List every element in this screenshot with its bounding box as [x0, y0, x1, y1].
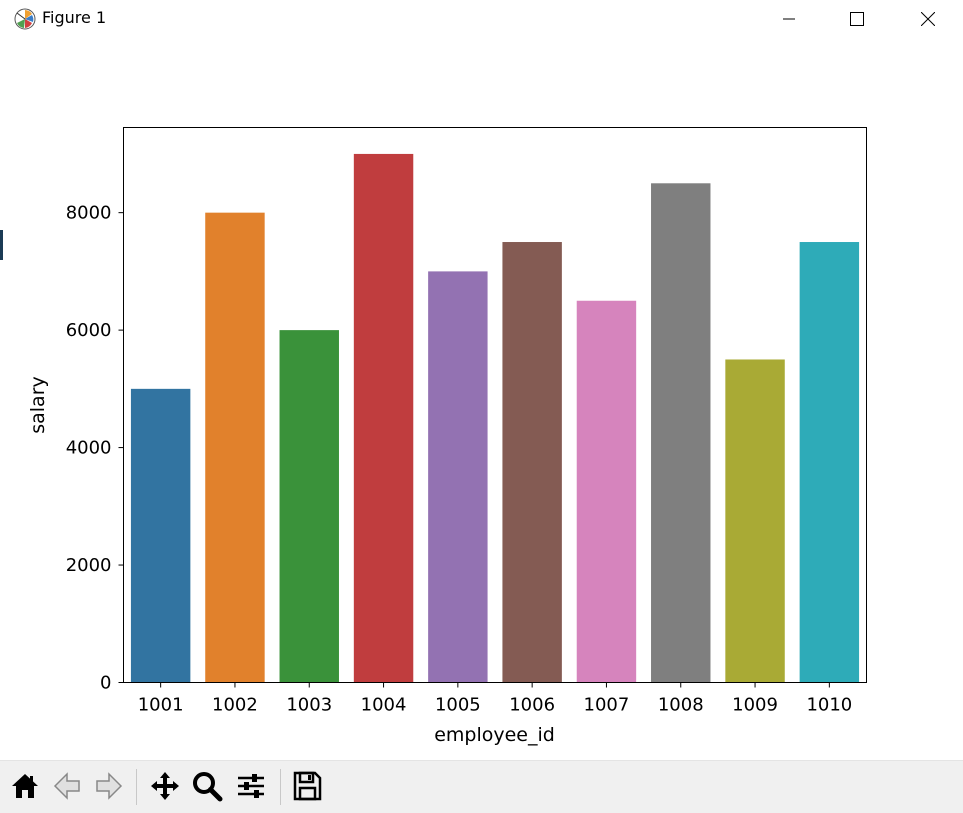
window-titlebar: Figure 1	[0, 0, 963, 38]
configure-subplots-icon	[238, 774, 264, 798]
navigation-toolbar	[0, 760, 963, 813]
save-button[interactable]	[288, 767, 326, 805]
toolbar-separator	[136, 769, 137, 805]
y-tick-label: 0	[100, 673, 111, 694]
bar-1002	[205, 212, 265, 683]
bars-group	[130, 153, 860, 683]
bar-1008	[651, 183, 711, 683]
x-tick-label: 1004	[361, 695, 407, 716]
maximize-icon	[850, 12, 864, 26]
x-tick-label: 1002	[212, 695, 258, 716]
back-arrow-icon	[53, 772, 80, 800]
bar-1006	[502, 242, 562, 683]
forward-button[interactable]	[90, 767, 128, 805]
bar-1007	[576, 300, 637, 683]
x-tick-label: 1003	[286, 695, 332, 716]
close-button[interactable]	[905, 0, 951, 38]
x-tick-label: 1006	[509, 695, 555, 716]
back-button[interactable]	[48, 767, 86, 805]
background-window-edge	[0, 230, 3, 260]
minimize-button[interactable]	[766, 0, 812, 38]
toolbar-separator	[280, 769, 281, 805]
minimize-icon	[783, 18, 795, 20]
pan-icon	[151, 772, 179, 800]
bar-1001	[130, 388, 191, 683]
zoom-button[interactable]	[188, 767, 226, 805]
x-tick-label: 1005	[435, 695, 481, 716]
home-icon	[12, 774, 38, 798]
y-tick-label: 6000	[66, 320, 112, 341]
y-ticks-group: 0 2000 4000 6000 8000	[66, 203, 124, 694]
x-axis-label: employee_id	[434, 724, 555, 746]
bar-1003	[279, 330, 339, 683]
x-tick-label: 1001	[138, 695, 184, 716]
x-ticks-group: 1001 1002 1003 1004 1005 1006 1007 1008 1009 1010	[138, 682, 852, 716]
configure-subplots-button[interactable]	[232, 767, 270, 805]
figure-canvas[interactable]: 0 2000 4000 6000 8000 1001 1002 1003 1004 1005 10…	[0, 38, 963, 760]
forward-arrow-icon	[96, 772, 123, 800]
bar-1004	[353, 153, 414, 683]
y-axis-label: salary	[27, 376, 49, 434]
y-tick-label: 4000	[66, 438, 112, 459]
matplotlib-logo-icon	[13, 7, 37, 31]
home-button[interactable]	[6, 767, 44, 805]
y-tick-label: 8000	[66, 203, 112, 224]
x-tick-label: 1007	[584, 695, 630, 716]
bar-1005	[428, 271, 488, 683]
y-tick-label: 2000	[66, 555, 112, 576]
x-tick-label: 1008	[658, 695, 704, 716]
pan-button[interactable]	[146, 767, 184, 805]
close-icon	[921, 12, 935, 26]
axes-frame	[123, 127, 867, 683]
x-tick-label: 1009	[732, 695, 778, 716]
zoom-icon	[193, 772, 223, 802]
window-title: Figure 1	[42, 8, 107, 27]
save-icon	[293, 771, 322, 801]
maximize-button[interactable]	[834, 0, 880, 38]
bar-1009	[725, 359, 785, 683]
bar-1010	[799, 242, 860, 683]
x-tick-label: 1010	[806, 695, 852, 716]
